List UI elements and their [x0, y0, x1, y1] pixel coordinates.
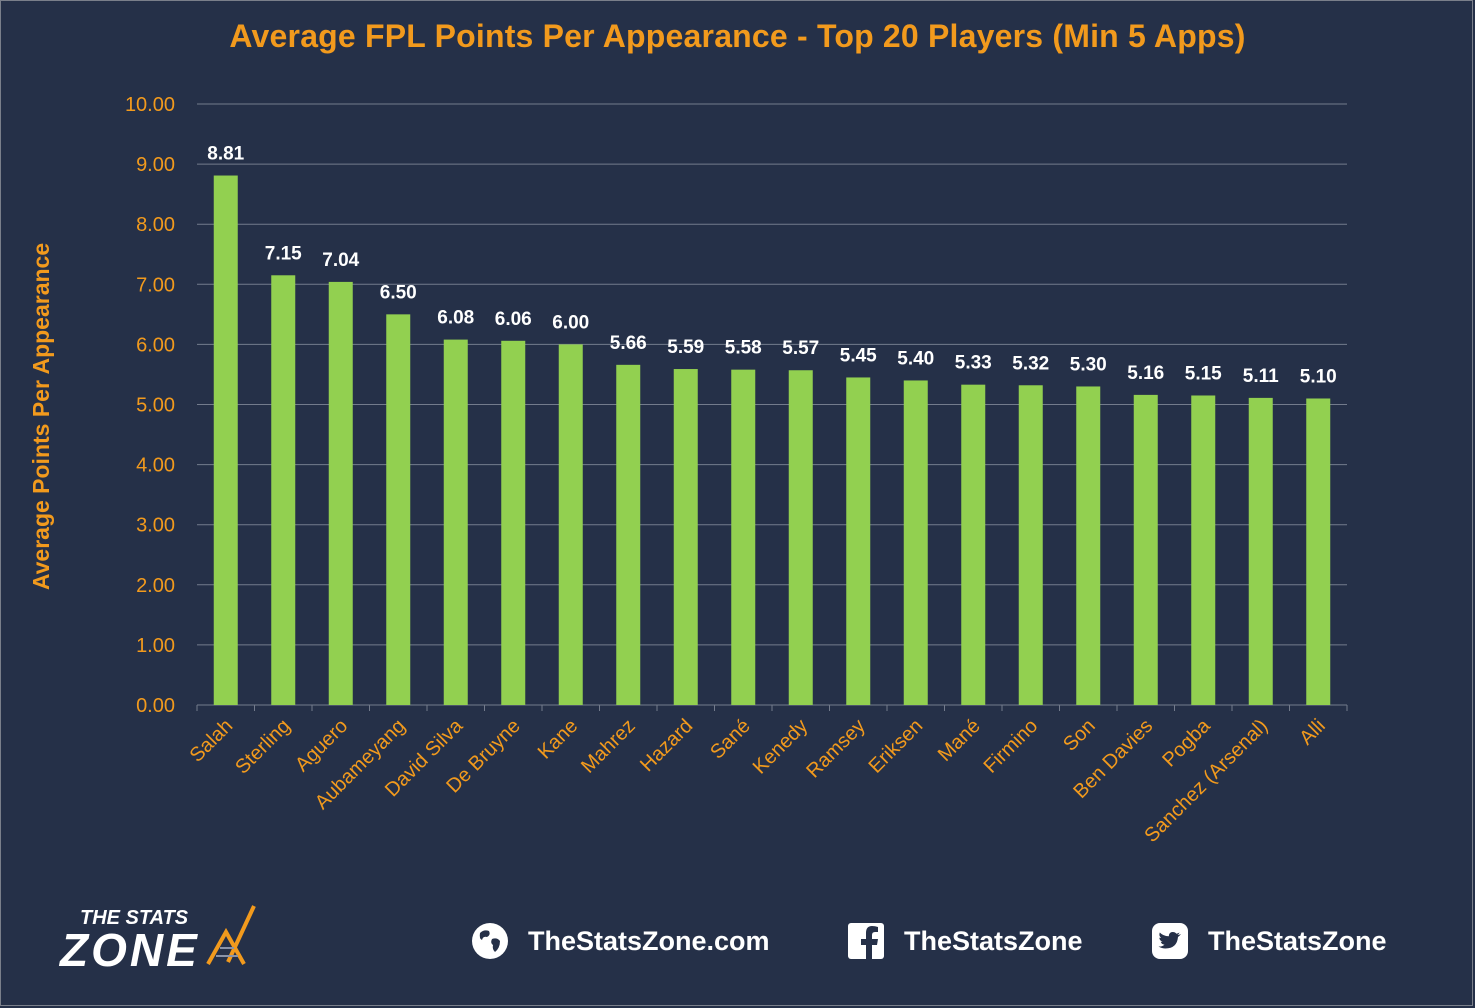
- y-tick-label: 1.00: [136, 635, 175, 657]
- bar: [788, 370, 813, 705]
- data-label: 6.50: [380, 282, 417, 303]
- bar: [673, 369, 698, 705]
- x-category-label: Mahrez: [577, 715, 640, 778]
- y-axis-title: Average Points Per Appearance: [28, 243, 54, 590]
- data-label: 5.40: [897, 348, 934, 369]
- facebook-icon: [848, 923, 884, 959]
- bar: [961, 384, 986, 705]
- data-label: 5.10: [1300, 366, 1337, 387]
- data-label: 5.59: [667, 337, 704, 358]
- x-category-label: Ramsey: [802, 715, 869, 782]
- data-label: 6.08: [437, 308, 474, 329]
- data-label: 5.16: [1127, 363, 1164, 384]
- bar: [271, 275, 296, 705]
- data-label: 5.33: [955, 353, 992, 374]
- y-tick-label: 2.00: [136, 575, 175, 597]
- bar: [501, 340, 526, 705]
- data-label: 7.15: [265, 243, 302, 264]
- x-category-label: Firmino: [980, 715, 1043, 778]
- y-tick-label: 6.00: [136, 334, 175, 356]
- x-category-label: Pogba: [1158, 714, 1215, 771]
- bar: [328, 281, 353, 705]
- y-tick-label: 9.00: [136, 154, 175, 176]
- footer-website[interactable]: TheStatsZone.com: [470, 918, 770, 964]
- twitter-icon: [1152, 923, 1188, 959]
- bar: [213, 175, 238, 706]
- y-tick-label: 0.00: [136, 695, 175, 717]
- bar: [1248, 397, 1273, 705]
- data-label: 5.66: [610, 333, 647, 354]
- y-tick-label: 10.00: [125, 94, 175, 116]
- x-category-label: Salah: [186, 715, 238, 767]
- bar: [616, 364, 641, 705]
- x-category-label: Kenedy: [749, 715, 813, 779]
- data-label: 5.45: [840, 345, 877, 366]
- y-tick-label: 3.00: [136, 515, 175, 537]
- data-label: 7.04: [322, 250, 359, 271]
- bar: [1018, 385, 1043, 705]
- data-label: 8.81: [207, 144, 244, 165]
- x-category-label: Mané: [934, 715, 985, 766]
- y-tick-label: 8.00: [136, 214, 175, 236]
- data-label: 5.30: [1070, 354, 1107, 375]
- footer-twitter[interactable]: TheStatsZone: [1150, 918, 1387, 964]
- bar: [1133, 394, 1158, 705]
- logo-bottom-text: ZONE: [58, 924, 200, 975]
- data-label: 5.57: [782, 338, 819, 359]
- data-label: 5.11: [1243, 366, 1279, 387]
- data-label: 5.32: [1012, 353, 1049, 374]
- x-category-label: Hazard: [636, 715, 697, 776]
- bar: [1306, 398, 1331, 705]
- data-label: 5.58: [725, 338, 762, 359]
- globe-icon: [472, 923, 508, 959]
- stats-zone-logo: THE STATS ZONE: [58, 905, 256, 975]
- facebook-text: TheStatsZone: [904, 925, 1083, 956]
- x-category-label: Alli: [1295, 715, 1329, 749]
- y-tick-label: 5.00: [136, 395, 175, 417]
- bar: [731, 369, 756, 705]
- data-label: 6.06: [495, 309, 532, 330]
- website-text: TheStatsZone.com: [528, 925, 770, 956]
- bar: [1191, 395, 1216, 705]
- chart-title: Average FPL Points Per Appearance - Top …: [229, 18, 1246, 54]
- y-tick-label: 4.00: [136, 455, 175, 477]
- bar: [1076, 386, 1101, 705]
- twitter-text: TheStatsZone: [1208, 925, 1387, 956]
- logo-top-text: THE STATS: [80, 907, 189, 929]
- footer-facebook[interactable]: TheStatsZone: [846, 918, 1083, 964]
- x-category-label: Kane: [534, 715, 583, 764]
- x-category-label: Eriksen: [865, 715, 928, 778]
- bar: [443, 339, 468, 705]
- x-category-label: Sterling: [231, 715, 295, 779]
- bar: [903, 380, 928, 705]
- bar: [846, 377, 871, 705]
- data-label: 6.00: [552, 312, 589, 333]
- bar: [386, 314, 411, 705]
- bar: [558, 344, 583, 705]
- data-label: 5.15: [1185, 363, 1222, 384]
- y-tick-label: 7.00: [136, 274, 175, 296]
- x-category-label: Sané: [706, 715, 755, 764]
- x-category-label: Son: [1059, 715, 1100, 756]
